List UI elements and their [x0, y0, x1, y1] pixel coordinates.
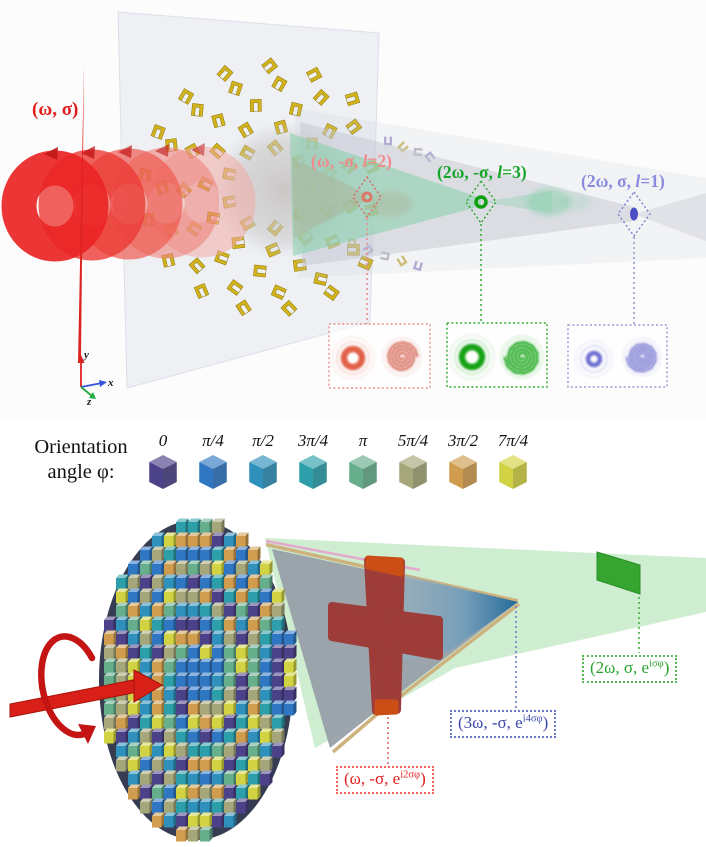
label-leader-lines — [387, 597, 640, 764]
label-beam-sh-cross: (2ω, -σ, l=3) — [437, 162, 527, 182]
legend-item-2: π/2 — [238, 430, 288, 490]
label-box-omega-beam: (ω, -σ, ei2σφ) — [336, 766, 434, 795]
axis-label-y: y — [84, 349, 89, 361]
focus-marker-blue — [617, 190, 651, 238]
orientation-cube-icon — [349, 455, 377, 489]
label-box-sh-beam: (2ω, σ, eiσφ) — [582, 655, 678, 684]
coordinate-axes — [77, 63, 107, 399]
green-detector-screen — [596, 551, 641, 595]
cross-top-cap — [365, 555, 404, 577]
legend-item-label: 7π/4 — [497, 431, 529, 450]
focus-markers — [352, 175, 651, 238]
legend-item-3: 3π/4 — [288, 430, 338, 490]
axis-label-x: x — [108, 377, 114, 389]
panel-vortex-generation — [0, 0, 706, 420]
legend-item-label: 5π/4 — [397, 431, 429, 450]
legend-item-label: π — [358, 431, 368, 450]
orientation-angle-legend: Orientation angle φ: 0 π/4 π/2 3π/4 π 5π/4 3π/… — [0, 425, 706, 510]
beam-cones — [290, 108, 706, 278]
legend-item-label: 0 — [158, 431, 168, 450]
orientation-cube-icon — [149, 455, 177, 489]
legend-item-label: 3π/2 — [447, 431, 479, 450]
legend-item-1: π/4 — [188, 430, 238, 490]
focus-donut-green — [474, 195, 488, 209]
pump-beam-rings — [1, 143, 256, 262]
axis-label-z: z — [87, 396, 92, 408]
helix-loop — [38, 633, 96, 739]
label-box-th-beam: (3ω, -σ, ei4σφ) — [450, 710, 557, 739]
orientation-cube-icon — [249, 455, 277, 489]
orientation-cube-icon — [399, 455, 427, 489]
orientation-cube-icon — [499, 455, 527, 489]
focus-spot-blue — [630, 207, 638, 221]
orientation-cube-icon — [449, 455, 477, 489]
legend-item-4: π — [338, 430, 388, 490]
label-input-beam: (ω, σ) — [32, 99, 79, 120]
label-beam-omega: (ω, -σ, l=2) — [311, 151, 392, 171]
legend-item-7: 7π/4 — [488, 430, 538, 490]
pump-arrow — [9, 633, 164, 744]
cross-bottom-cap — [374, 699, 399, 716]
tan-beam-edge-bottom — [331, 602, 521, 754]
green-beam-cone — [290, 133, 481, 256]
panel-nonlinear-hologram — [9, 518, 706, 842]
label-beam-sh-co: (2ω, σ, l=1) — [581, 171, 665, 191]
mode-profile-images — [331, 334, 663, 380]
orientation-legend-items: 0 π/4 π/2 3π/4 π 5π/4 3π/2 7π/4 — [138, 430, 538, 490]
legend-item-label: π/2 — [252, 431, 274, 450]
legend-item-5: 5π/4 — [388, 430, 438, 490]
legend-item-label: π/4 — [202, 431, 224, 450]
focus-donut-red — [361, 191, 373, 203]
legend-title: Orientation angle φ: — [34, 436, 128, 483]
legend-item-label: 3π/4 — [297, 431, 329, 450]
inset-leader-lines — [366, 218, 635, 324]
legend-item-6: 3π/2 — [438, 430, 488, 490]
focus-marker-red — [352, 175, 382, 219]
orientation-cube-icon — [299, 455, 327, 489]
orientation-cube-icon — [199, 455, 227, 489]
legend-item-0: 0 — [138, 430, 188, 490]
cross-shaped-beam — [328, 555, 443, 716]
